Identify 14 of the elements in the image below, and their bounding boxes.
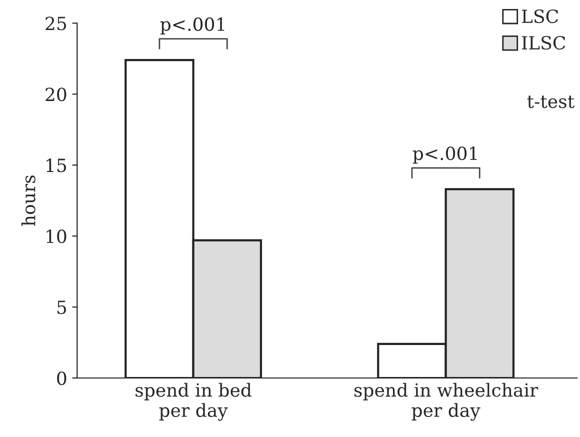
legend-label: LSC — [522, 9, 558, 24]
annotation: p<.001 — [160, 17, 224, 35]
y-axis-title: hours — [21, 175, 36, 226]
y-tick-label: 10 — [46, 230, 66, 244]
y-tick-label: 0 — [57, 371, 66, 386]
y-tick-label: 5 — [57, 300, 66, 314]
annotation: p<.001 — [412, 146, 477, 164]
annotation: t-test — [527, 96, 574, 108]
y-tick-label: 20 — [46, 88, 66, 102]
legend-label: ILSC — [522, 36, 566, 50]
y-tick-label: 25 — [46, 16, 66, 30]
x-tick-label: spend in wheelchair per day — [354, 382, 538, 421]
x-tick-label: spend in bed per day — [136, 382, 252, 421]
y-tick-label: 15 — [46, 158, 66, 172]
